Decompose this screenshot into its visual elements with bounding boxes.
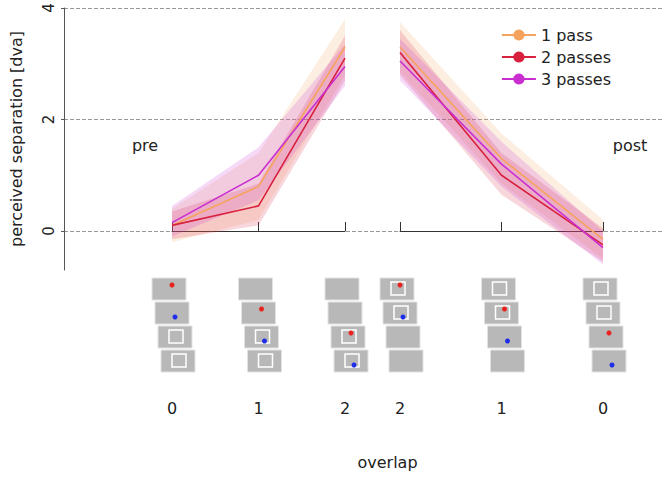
svg-text:2 passes: 2 passes — [541, 48, 611, 67]
svg-text:1 pass: 1 pass — [541, 26, 593, 45]
svg-text:0: 0 — [167, 399, 177, 418]
svg-text:2: 2 — [40, 115, 58, 125]
svg-text:2: 2 — [340, 399, 350, 418]
svg-text:0: 0 — [598, 399, 608, 418]
svg-text:pre: pre — [132, 136, 158, 155]
svg-text:post: post — [613, 136, 648, 155]
svg-text:1: 1 — [253, 399, 263, 418]
svg-text:1: 1 — [496, 399, 506, 418]
svg-text:0: 0 — [40, 226, 58, 236]
svg-text:4: 4 — [40, 3, 58, 13]
svg-text:2: 2 — [395, 399, 405, 418]
svg-text:3 passes: 3 passes — [541, 70, 611, 89]
svg-text:perceived separation [dva]: perceived separation [dva] — [7, 31, 26, 247]
svg-text:overlap: overlap — [357, 453, 417, 472]
